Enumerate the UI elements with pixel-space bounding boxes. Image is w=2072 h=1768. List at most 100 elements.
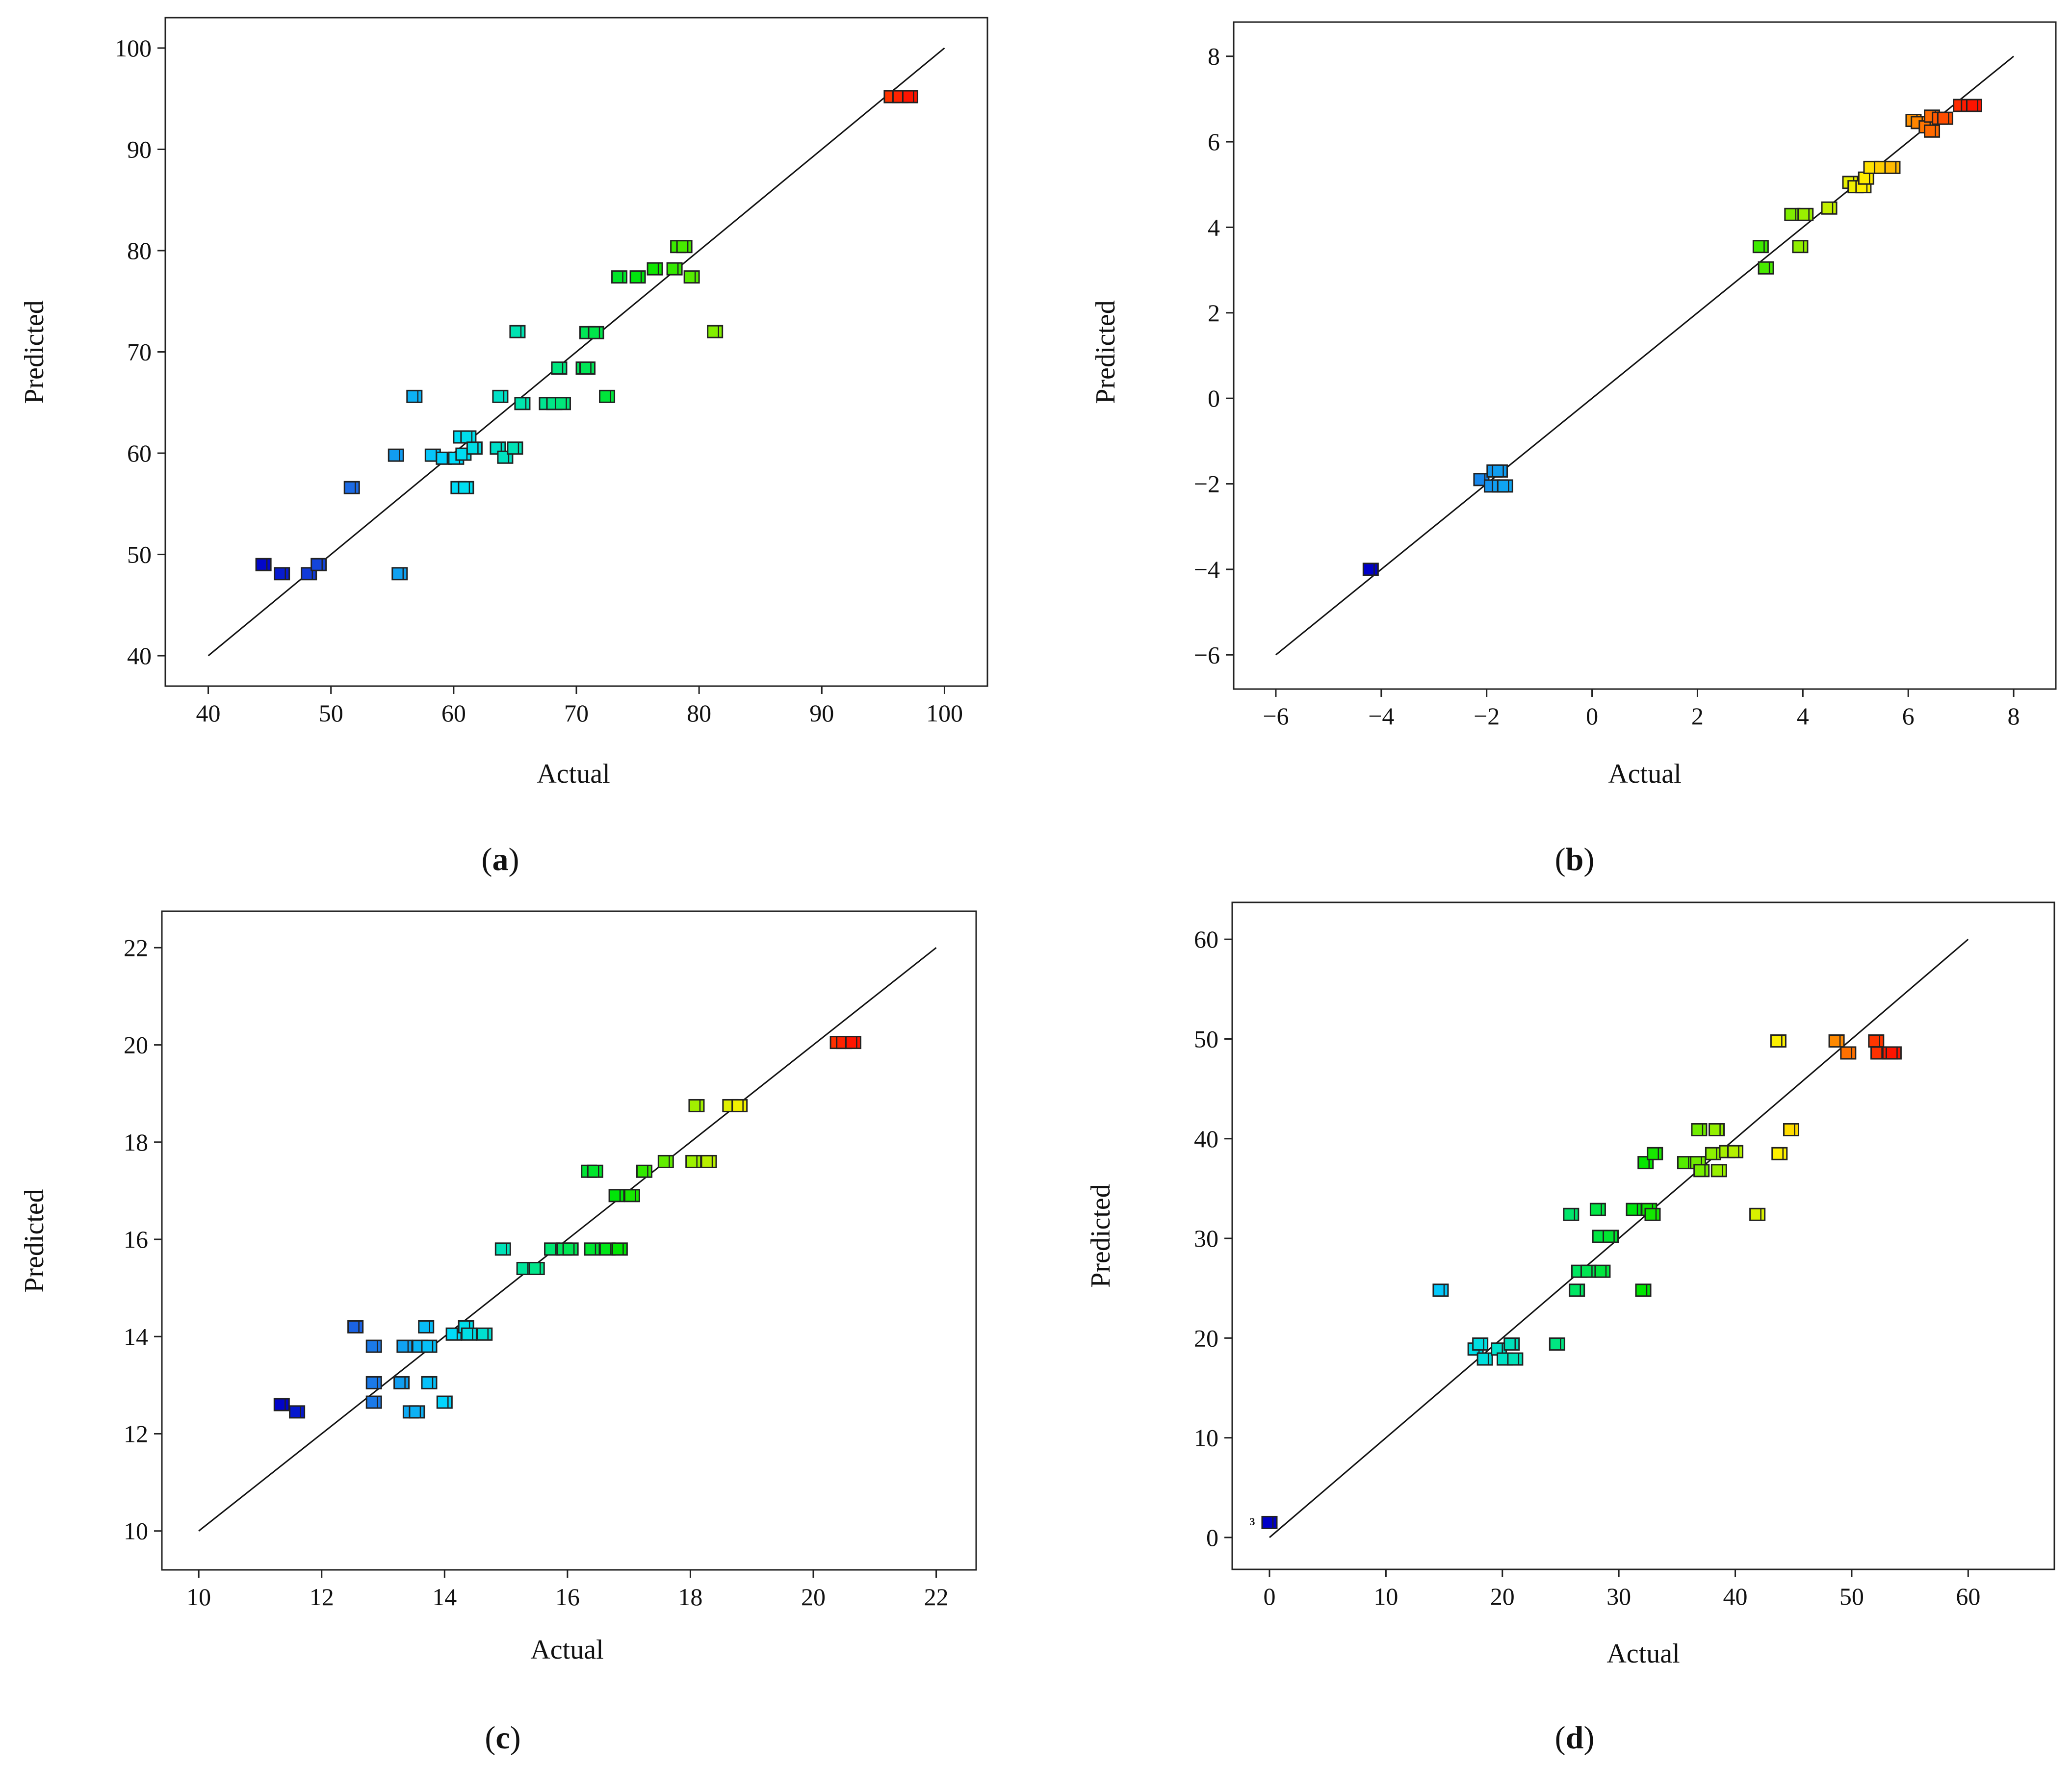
data-point <box>466 441 483 455</box>
data-point <box>647 262 663 276</box>
data-point-square <box>514 397 531 410</box>
data-point <box>629 270 646 284</box>
data-point-square <box>1693 1164 1710 1178</box>
data-point-square <box>629 270 646 284</box>
x-tick-label: 22 <box>924 1583 949 1611</box>
y-axis-title: Predicted <box>1090 300 1121 404</box>
data-point-square <box>1840 1046 1857 1060</box>
data-point-square <box>1770 1034 1787 1048</box>
data-point <box>492 389 509 403</box>
y-tick-label: 100 <box>115 34 152 62</box>
data-point-square <box>347 1320 364 1333</box>
data-point-square <box>551 361 568 375</box>
data-point <box>1966 99 1982 112</box>
data-point-square <box>406 389 423 403</box>
data-point-square <box>587 1164 603 1178</box>
y-axis: 10 12 14 16 18 20 22 <box>124 934 162 1545</box>
y-tick-label: 0 <box>1208 384 1220 412</box>
data-point <box>707 325 724 338</box>
data-point <box>1709 1123 1725 1136</box>
y-tick-label: 0 <box>1206 1524 1218 1551</box>
data-point-square <box>396 1339 413 1353</box>
x-tick-label: 14 <box>432 1583 457 1611</box>
data-points <box>273 1036 861 1419</box>
data-point <box>1752 240 1769 254</box>
data-point <box>1840 1046 1857 1060</box>
data-point-square <box>1868 1034 1885 1048</box>
data-point-square <box>1885 1046 1902 1060</box>
data-point <box>636 1164 652 1178</box>
x-tick-label: 12 <box>310 1583 334 1611</box>
data-points <box>1362 99 1982 576</box>
data-point <box>418 1320 435 1333</box>
data-point-square <box>1497 479 1513 493</box>
x-tick-label: 8 <box>2008 702 2020 730</box>
data-point-square <box>388 448 404 462</box>
data-point <box>611 1242 628 1256</box>
y-tick-label: 20 <box>124 1031 148 1059</box>
data-point <box>608 1189 625 1203</box>
data-point-square <box>562 1242 579 1256</box>
data-point <box>685 1154 702 1168</box>
data-point-square <box>1563 1207 1580 1221</box>
data-point <box>1797 207 1814 221</box>
y-axis-title: Predicted <box>1086 1184 1116 1287</box>
data-point <box>494 1242 511 1256</box>
data-point-square <box>1705 1147 1721 1160</box>
chart-panel-c: 10 12 14 16 18 20 22 10 12 14 16 18 20 22 Actual Pre… <box>19 910 977 1756</box>
data-point <box>1884 160 1901 174</box>
x-tick-label: 10 <box>186 1583 211 1611</box>
y-tick-label: 18 <box>124 1128 148 1156</box>
data-point-square <box>421 1339 438 1353</box>
data-point-square <box>1432 1283 1449 1297</box>
data-point-square <box>311 558 327 571</box>
plot-frame <box>161 910 977 1571</box>
y-axis: 40 50 60 70 80 90 100 <box>115 34 165 669</box>
y-tick-label: −6 <box>1194 641 1220 668</box>
data-point <box>460 430 477 444</box>
data-point-square <box>1709 1123 1725 1136</box>
data-point-square <box>409 1405 425 1419</box>
data-point-square <box>731 1099 748 1112</box>
data-point-square <box>1507 1352 1524 1366</box>
data-point-square <box>494 1242 511 1256</box>
y-tick-label: 2 <box>1208 299 1220 327</box>
data-point-square <box>391 567 408 581</box>
data-point-square <box>1749 1207 1766 1221</box>
data-point <box>845 1036 861 1050</box>
data-point-square <box>1569 1283 1585 1297</box>
data-point <box>657 1154 674 1168</box>
x-tick-label: 0 <box>1586 702 1598 730</box>
data-point <box>436 1395 453 1409</box>
data-point <box>1594 1264 1611 1278</box>
data-point-square <box>492 389 509 403</box>
data-point <box>1626 1203 1642 1216</box>
data-point-square <box>466 441 483 455</box>
data-point <box>1492 464 1508 478</box>
data-point-square <box>1792 240 1809 254</box>
data-point-square <box>1580 1264 1597 1278</box>
x-tick-label: 30 <box>1606 1583 1631 1610</box>
data-point <box>421 1339 438 1353</box>
data-point-square <box>509 325 526 338</box>
x-tick-label: −2 <box>1474 702 1500 730</box>
data-point-square <box>1727 1145 1744 1158</box>
x-tick-label: 6 <box>1902 702 1915 730</box>
data-point <box>274 567 290 581</box>
y-tick-label: 12 <box>124 1420 148 1447</box>
y-tick-label: 50 <box>127 541 152 568</box>
data-point <box>1580 1264 1597 1278</box>
data-point-square <box>1589 1203 1606 1216</box>
y-tick-label: 22 <box>124 934 148 961</box>
y-tick-label: 40 <box>1194 1125 1218 1153</box>
data-point-square <box>461 1327 477 1341</box>
data-point-square <box>476 1327 493 1341</box>
data-point-square <box>902 90 918 103</box>
x-tick-label: −6 <box>1263 702 1289 730</box>
data-point <box>509 325 526 338</box>
data-point <box>514 397 531 410</box>
y-tick-label: 14 <box>124 1323 148 1350</box>
data-point-square <box>608 1189 625 1203</box>
y-tick-label: 8 <box>1208 43 1220 70</box>
